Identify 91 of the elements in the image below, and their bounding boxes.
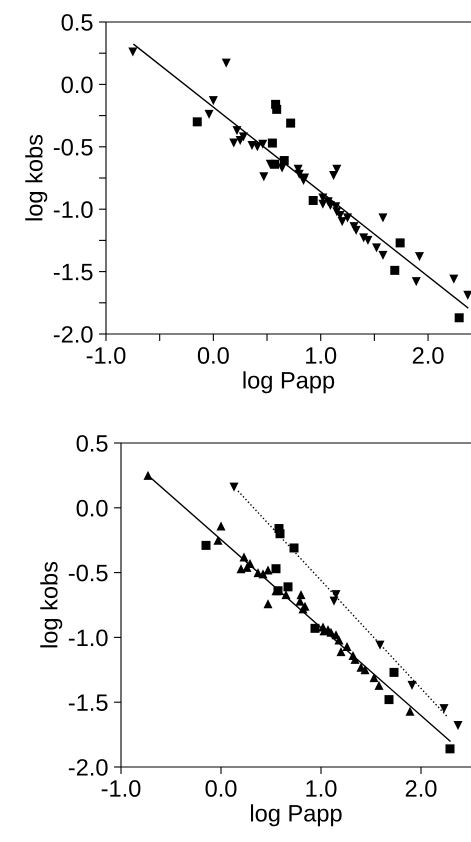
point (370, 673, 378, 682)
point (240, 552, 248, 562)
x-axis-title: log Papp (243, 371, 334, 394)
point (258, 140, 268, 149)
y-axis-title: log kobs (25, 134, 48, 220)
point (286, 118, 296, 128)
point (350, 654, 360, 664)
y-tick-label: 0.5 (76, 435, 108, 452)
x-axis-title: log Papp (250, 804, 342, 826)
point (449, 274, 458, 284)
point (378, 250, 388, 260)
point (440, 704, 448, 714)
x-tick-label: 2.0 (406, 780, 436, 797)
y-tick-label: -0.5 (54, 138, 93, 156)
y-tick-label: 0.5 (62, 14, 93, 31)
y-tick-label: -1.5 (68, 694, 108, 711)
x-tick-label: -1.0 (102, 780, 140, 797)
point (412, 277, 421, 286)
y-tick-label: 0.0 (62, 76, 93, 94)
point (390, 266, 400, 275)
point (276, 529, 284, 538)
x-tick-label: 1.0 (306, 347, 336, 364)
point (329, 171, 338, 180)
point (192, 117, 202, 126)
point (230, 482, 238, 492)
point (208, 96, 218, 106)
point (408, 680, 416, 690)
point (352, 226, 361, 235)
y-tick-label: -2.0 (54, 326, 93, 343)
point (222, 58, 231, 68)
y-tick-label: 0.0 (76, 500, 108, 517)
point (372, 243, 382, 252)
y-axis-title: log kobs (40, 562, 62, 648)
point (264, 566, 272, 575)
point (360, 665, 370, 674)
x-tick-label: 1.0 (306, 780, 336, 797)
point (318, 200, 328, 209)
point (326, 628, 336, 637)
y-tick-label: -2.0 (68, 759, 108, 776)
point (330, 596, 338, 606)
point (259, 172, 268, 182)
point (296, 590, 306, 600)
point (204, 110, 214, 119)
point (310, 624, 320, 633)
point (334, 635, 344, 644)
point (128, 47, 138, 56)
point (284, 582, 292, 592)
point (272, 104, 282, 114)
point (300, 174, 310, 182)
x-tick-label: 0.0 (206, 780, 236, 797)
point (216, 521, 226, 530)
point (214, 536, 222, 545)
point (272, 564, 280, 574)
y-tick-label: -1.0 (54, 201, 93, 218)
y-tick-label: -1.5 (54, 264, 93, 280)
point (280, 156, 289, 166)
point (202, 540, 210, 550)
point (406, 706, 414, 716)
point (229, 138, 238, 148)
point (378, 213, 388, 222)
point (264, 599, 272, 608)
point (270, 160, 280, 169)
point (446, 744, 454, 754)
point (258, 569, 268, 578)
point (332, 164, 342, 174)
point (336, 647, 346, 656)
point (463, 290, 471, 300)
x-tick-label: 0.0 (198, 347, 229, 364)
point (390, 668, 398, 677)
point (308, 196, 318, 205)
point (396, 238, 405, 248)
point (242, 562, 252, 572)
y-tick-label: -0.5 (68, 564, 108, 582)
point (248, 141, 256, 150)
point (236, 564, 246, 574)
y-tick-label: -1.0 (68, 629, 108, 646)
point (414, 252, 424, 262)
point (376, 640, 384, 650)
point (290, 543, 298, 552)
point (384, 695, 394, 704)
point (268, 138, 277, 148)
point (282, 590, 290, 600)
point (342, 642, 352, 651)
point (374, 680, 384, 690)
point (343, 213, 352, 222)
point (454, 313, 464, 322)
point (338, 217, 347, 226)
point (232, 126, 242, 136)
point (454, 721, 462, 730)
x-tick-label: 2.0 (412, 347, 444, 364)
point (144, 470, 152, 480)
